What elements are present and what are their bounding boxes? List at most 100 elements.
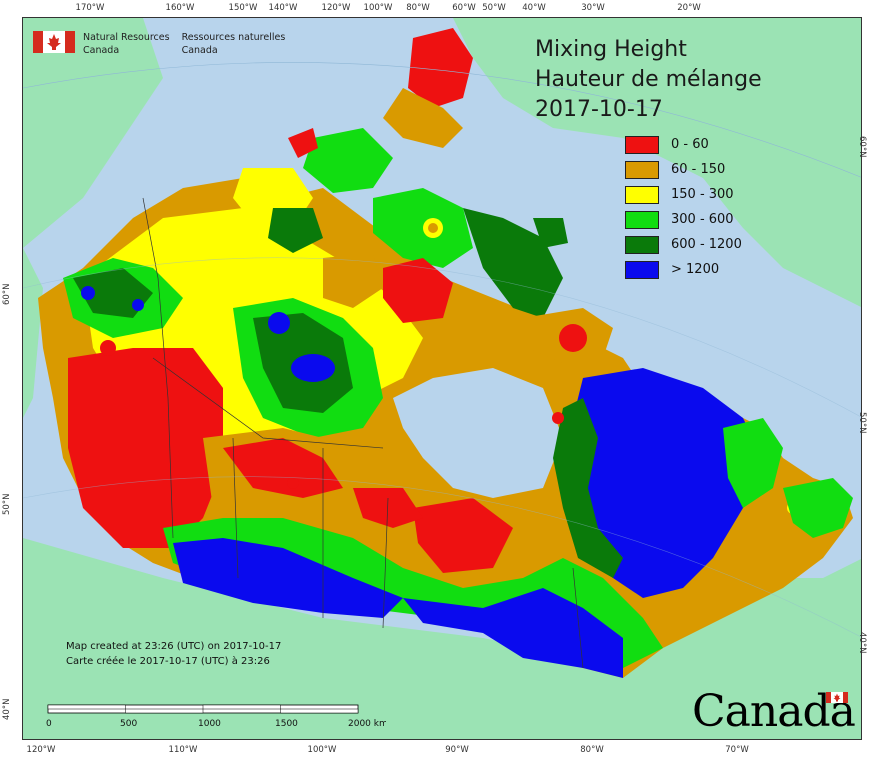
alaska-land bbox=[23, 18, 163, 248]
tick-label: 80°W bbox=[406, 3, 430, 13]
legend-swatch bbox=[625, 260, 659, 279]
legend-label: 300 - 600 bbox=[671, 212, 734, 227]
tick-label: 160°W bbox=[165, 3, 195, 13]
legend-item: 60 - 150 bbox=[625, 157, 742, 182]
baffin-dkgreen bbox=[463, 208, 563, 318]
tick-label: 60°W bbox=[452, 3, 476, 13]
baffin-red-spot bbox=[559, 324, 587, 352]
blue-south-west bbox=[173, 538, 403, 618]
agency-signature: Natural Resources Canada Ressources natu… bbox=[33, 31, 297, 57]
mixing-height-map bbox=[23, 18, 861, 739]
legend-item: 150 - 300 bbox=[625, 182, 742, 207]
border-mb-on bbox=[382, 497, 389, 629]
legend-label: 600 - 1200 bbox=[671, 237, 742, 252]
legend-swatch bbox=[625, 235, 659, 254]
created-note: Map created at 23:26 (UTC) on 2017-10-17… bbox=[66, 639, 281, 669]
scale-label: 1500 bbox=[275, 719, 298, 729]
title-fr: Hauteur de mélange bbox=[535, 67, 762, 92]
agency-fr-line1: Ressources naturelles bbox=[181, 32, 286, 43]
tick-label: 50°N bbox=[857, 412, 867, 434]
tick-label: 40°N bbox=[2, 698, 12, 720]
legend-swatch bbox=[625, 160, 659, 179]
graticule-1 bbox=[23, 62, 861, 178]
graticule-3 bbox=[23, 476, 861, 638]
tick-label: 40°N bbox=[857, 632, 867, 654]
scale-bar: 0 500 1000 1500 2000 km bbox=[46, 704, 386, 729]
tick-label: 120°W bbox=[26, 745, 56, 755]
tick-label: 70°W bbox=[725, 745, 749, 755]
graticule-2 bbox=[23, 257, 861, 418]
tick-label: 30°W bbox=[581, 3, 605, 13]
created-fr: Carte créée le 2017-10-17 (UTC) à 23:26 bbox=[66, 656, 270, 667]
tick-label: 100°W bbox=[363, 3, 393, 13]
arctic-dkgreen-small bbox=[533, 218, 568, 248]
wordmark-flag-icon bbox=[826, 692, 848, 703]
tick-label: 140°W bbox=[268, 3, 298, 13]
legend-item: 300 - 600 bbox=[625, 207, 742, 232]
legend-label: 150 - 300 bbox=[671, 187, 734, 202]
alaska-south bbox=[23, 248, 43, 418]
legend-swatch bbox=[625, 185, 659, 204]
tick-label: 60°N bbox=[2, 283, 12, 305]
map-frame bbox=[22, 17, 862, 740]
greenland bbox=[453, 18, 861, 307]
darkgreen-quebec-west bbox=[553, 398, 623, 578]
green-labrador bbox=[723, 418, 783, 508]
red-spot-q1 bbox=[552, 412, 564, 424]
scale-label: 2000 km bbox=[348, 719, 386, 729]
blue-spot-c1 bbox=[268, 312, 290, 334]
arctic-orange-spot bbox=[428, 223, 438, 233]
tick-label: 110°W bbox=[168, 745, 198, 755]
legend-label: 0 - 60 bbox=[671, 137, 709, 152]
red-spot-w1 bbox=[100, 340, 116, 356]
baffin-red bbox=[383, 258, 453, 323]
tick-label: 150°W bbox=[228, 3, 258, 13]
blue-spot-nw1 bbox=[81, 286, 95, 300]
red-zone-west bbox=[68, 348, 223, 548]
scale-label: 500 bbox=[120, 719, 137, 729]
scale-label: 0 bbox=[46, 719, 52, 729]
legend-item: 600 - 1200 bbox=[625, 232, 742, 257]
tick-label: 50°N bbox=[2, 493, 12, 515]
blue-south-ontario bbox=[403, 588, 623, 678]
border-60n bbox=[152, 357, 384, 449]
red-spot-p1 bbox=[287, 477, 299, 489]
legend-item: 0 - 60 bbox=[625, 132, 742, 157]
tick-label: 90°W bbox=[445, 745, 469, 755]
tick-label: 170°W bbox=[75, 3, 105, 13]
tick-label: 40°W bbox=[522, 3, 546, 13]
blue-spot-nw2 bbox=[132, 299, 144, 311]
ellesmere-red bbox=[408, 28, 473, 108]
legend-label: > 1200 bbox=[671, 262, 720, 277]
legend-swatch bbox=[625, 135, 659, 154]
agency-en-line2: Canada bbox=[83, 45, 120, 56]
scale-label: 1000 bbox=[198, 719, 221, 729]
blue-spot-c2 bbox=[291, 354, 335, 382]
title-en: Mixing Height bbox=[535, 37, 687, 62]
arctic-orange bbox=[323, 253, 383, 308]
arctic-red-small bbox=[288, 128, 318, 158]
border-yukon-bc bbox=[142, 197, 174, 539]
border-ab-sk bbox=[232, 437, 239, 579]
red-prairies-2 bbox=[413, 498, 513, 573]
red-prairies-1 bbox=[223, 438, 343, 498]
agency-fr-line2: Canada bbox=[181, 45, 218, 56]
agency-en-line1: Natural Resources bbox=[83, 32, 170, 43]
border-on-qc bbox=[572, 567, 584, 669]
legend: 0 - 60 60 - 150 150 - 300 300 - 600 600 - 12… bbox=[625, 132, 742, 282]
legend-item: > 1200 bbox=[625, 257, 742, 282]
arctic-island-3 bbox=[268, 208, 323, 253]
legend-label: 60 - 150 bbox=[671, 162, 726, 177]
hudson-bay bbox=[393, 368, 563, 498]
map-title: Mixing Height Hauteur de mélange 2017-10… bbox=[535, 35, 762, 125]
usa-land bbox=[23, 538, 861, 739]
legend-swatch bbox=[625, 210, 659, 229]
tick-label: 60°N bbox=[857, 136, 867, 158]
created-en: Map created at 23:26 (UTC) on 2017-10-17 bbox=[66, 641, 282, 652]
title-date: 2017-10-17 bbox=[535, 97, 663, 122]
canada-flag-icon bbox=[33, 31, 75, 53]
red-prairies-3 bbox=[353, 488, 423, 528]
newfoundland bbox=[783, 478, 853, 538]
tick-label: 50°W bbox=[482, 3, 506, 13]
arctic-island-1 bbox=[303, 128, 393, 193]
